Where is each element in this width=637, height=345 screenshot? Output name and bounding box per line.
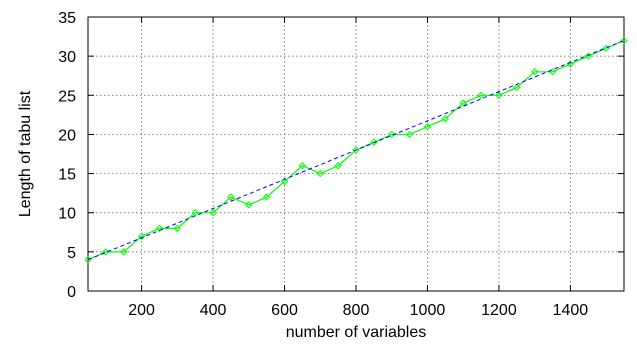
x-tick-label: 800 — [343, 302, 370, 319]
data-point — [352, 146, 360, 154]
x-tick-label: 1000 — [410, 302, 446, 319]
data-point — [245, 201, 253, 209]
data-point — [155, 224, 164, 233]
data-point — [209, 209, 217, 217]
data-point — [173, 224, 182, 233]
y-tick-label: 20 — [58, 127, 76, 144]
x-tick-label: 1400 — [553, 302, 589, 319]
y-tick-label: 25 — [58, 88, 76, 105]
data-point — [530, 68, 539, 76]
data-point — [298, 162, 307, 170]
y-tick-label: 15 — [58, 167, 76, 184]
data-point — [405, 130, 414, 139]
y-tick-label: 5 — [67, 245, 76, 262]
x-axis-label: number of variables — [286, 324, 427, 341]
data-point — [513, 83, 521, 92]
data-point — [388, 130, 396, 139]
data-point — [370, 138, 378, 146]
grid-lines — [88, 17, 624, 291]
data-point — [316, 169, 324, 178]
y-axis-label: Length of tabu list — [17, 90, 34, 217]
data-point — [495, 91, 503, 99]
data-point — [584, 52, 592, 60]
fit-line — [87, 40, 625, 261]
x-tick-label: 400 — [200, 302, 227, 319]
data-point — [120, 248, 128, 256]
y-tick-label: 35 — [58, 10, 76, 27]
y-tick-label: 30 — [58, 49, 76, 66]
series-layer — [84, 36, 628, 264]
data-point — [137, 232, 146, 240]
y-tick-label: 10 — [58, 206, 76, 223]
data-point — [102, 248, 110, 256]
data-point — [262, 193, 271, 201]
data-point — [441, 115, 450, 123]
y-tick-label: 0 — [67, 284, 76, 301]
data-point — [227, 193, 235, 201]
data-point — [477, 91, 485, 99]
x-tick-label: 1200 — [481, 302, 517, 319]
x-tick-label: 200 — [128, 302, 155, 319]
data-point — [459, 99, 467, 107]
x-tick-label: 600 — [271, 302, 298, 319]
axis-ticks: 200 400 600 800 1000 1200 1400 0 5 10 15 20 25 30 35 — [58, 10, 624, 319]
data-point — [620, 36, 628, 45]
data-point — [423, 122, 432, 131]
data-point — [334, 162, 342, 170]
